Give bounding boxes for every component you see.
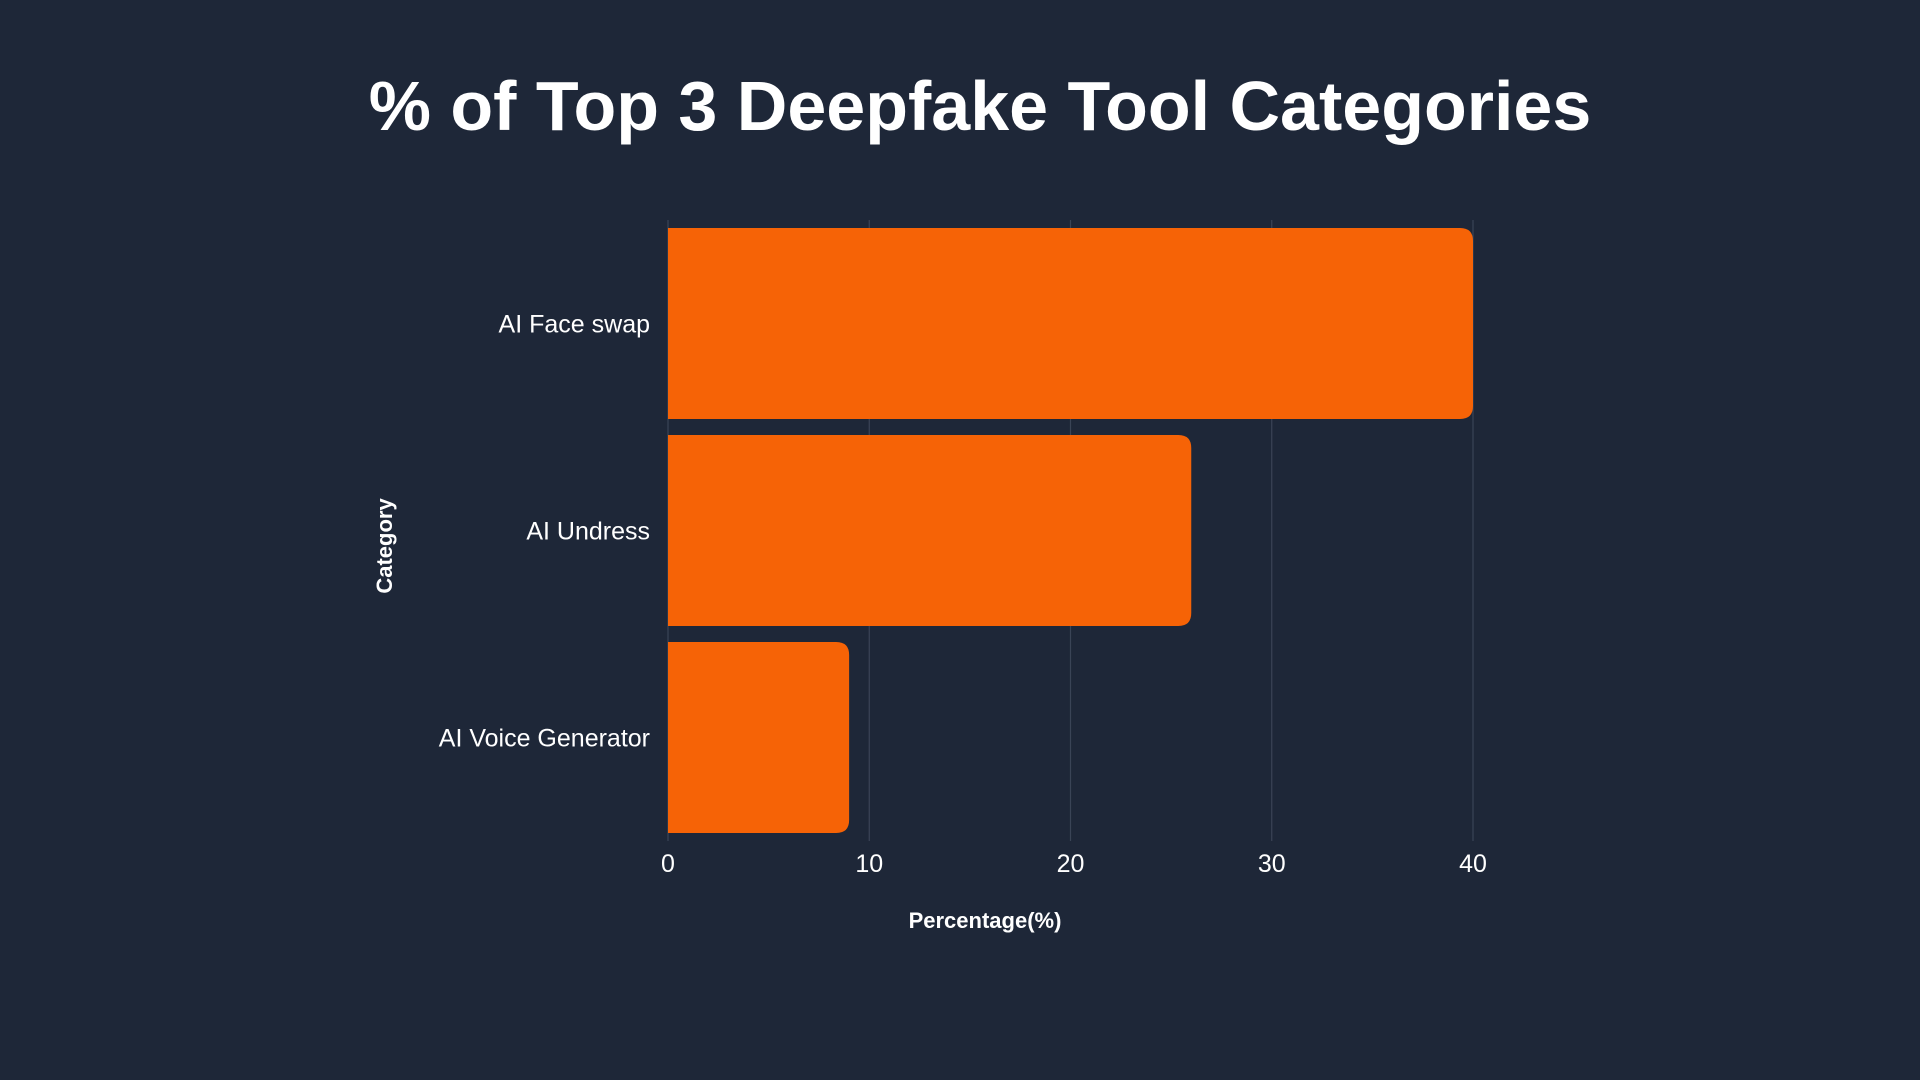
chart-title: % of Top 3 Deepfake Tool Categories [369, 67, 1592, 145]
bar-0 [668, 228, 1473, 419]
y-tick-label-0: AI Face swap [499, 311, 650, 339]
y-tick-label-2: AI Voice Generator [439, 725, 650, 753]
y-tick-label-1: AI Undress [526, 518, 650, 546]
x-tick-label-1: 10 [855, 850, 883, 878]
y-axis-ticks: AI Face swap AI Undress AI Voice Generator [439, 311, 650, 753]
x-axis-title: Percentage(%) [909, 908, 1062, 933]
y-axis-title: Category [372, 498, 397, 594]
bar-2 [668, 642, 850, 833]
x-tick-label-2: 20 [1057, 850, 1085, 878]
bars [668, 228, 1473, 833]
x-tick-label-3: 30 [1258, 850, 1286, 878]
x-tick-label-4: 40 [1459, 850, 1487, 878]
bar-1 [668, 435, 1192, 626]
x-tick-label-0: 0 [661, 850, 675, 878]
x-axis-ticks: 0 10 20 30 40 [661, 850, 1487, 878]
